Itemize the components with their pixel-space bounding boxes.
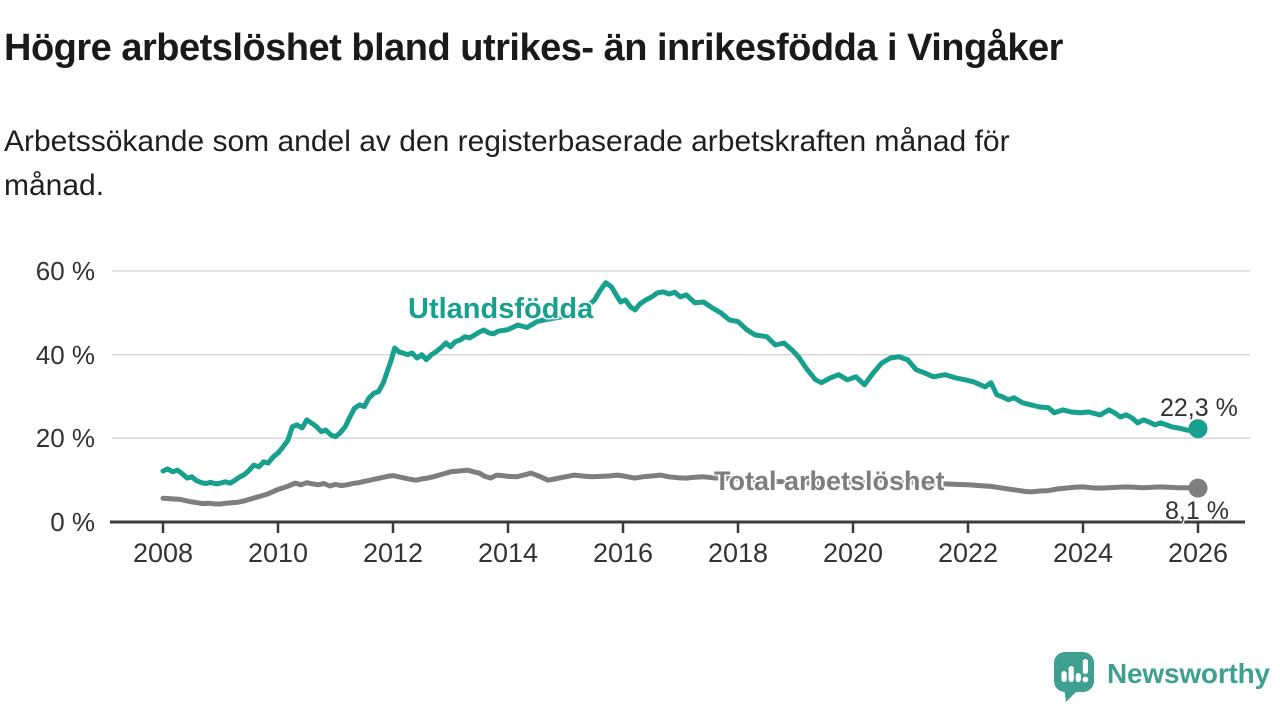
x-axis-tick-label: 2008	[132, 538, 194, 568]
x-axis-tick-label: 2016	[592, 538, 654, 568]
series-label-total-arbetsloshet: Total arbetslöshet	[714, 466, 945, 496]
x-axis-tick-label: 2020	[822, 538, 884, 568]
newsworthy-logo-icon	[1054, 652, 1094, 702]
x-axis-tick-label: 2010	[247, 538, 309, 568]
bar-chart-icon	[1061, 671, 1067, 682]
x-axis-tick-label: 2018	[707, 538, 769, 568]
exclamation-icon	[1082, 659, 1088, 674]
x-axis-tick-label: 2026	[1167, 538, 1229, 568]
end-value-label-total: 8,1 %	[1165, 497, 1229, 525]
page-subtitle-line-1: Arbetssökande som andel av den registerb…	[4, 125, 1010, 158]
page-subtitle-line-2: månad.	[4, 169, 105, 202]
y-axis-tick-label: 60 %	[35, 256, 95, 286]
newsworthy-wordmark: Newsworthy	[1107, 658, 1270, 689]
y-axis-tick-label: 20 %	[35, 423, 95, 454]
x-axis-tick-label: 2022	[937, 538, 999, 568]
x-axis-tick-label: 2014	[477, 538, 539, 568]
series-label-utlandsfodda: Utlandsfödda	[408, 293, 594, 325]
x-axis-tick-label: 2024	[1052, 538, 1114, 568]
y-axis-tick-label: 0 %	[50, 507, 95, 537]
x-axis-tick-label: 2012	[362, 538, 424, 568]
y-axis-tick-label: 40 %	[35, 339, 95, 370]
newsworthy-branding: Newsworthy	[1050, 650, 1270, 704]
end-value-label-utlandsfodda: 22,3 %	[1160, 394, 1238, 422]
page-title: Högre arbetslöshet bland utrikes- än inr…	[4, 27, 1063, 69]
